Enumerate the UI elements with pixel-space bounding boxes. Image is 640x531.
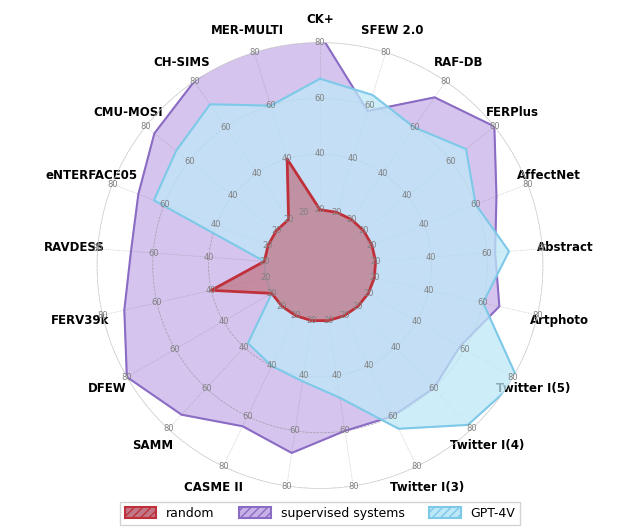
Text: 60: 60 [266,101,276,110]
Text: 40: 40 [282,155,292,164]
Text: 80: 80 [189,77,200,85]
Text: 60: 60 [152,298,163,307]
Text: 60: 60 [315,94,325,102]
Text: 20: 20 [259,257,269,266]
Text: 80: 80 [92,244,103,253]
Text: 80: 80 [412,462,422,471]
Text: 60: 60 [409,123,420,132]
Text: 60: 60 [170,345,180,354]
Text: 20: 20 [298,208,309,217]
Text: 80: 80 [107,179,118,189]
Text: 20: 20 [266,289,277,298]
Text: 20: 20 [271,226,282,235]
Text: 60: 60 [201,383,212,392]
Text: 40: 40 [206,286,216,295]
Text: 80: 80 [140,122,151,131]
Text: 40: 40 [211,220,221,229]
Text: 60: 60 [470,200,481,209]
Text: 40: 40 [298,371,308,380]
Text: 80: 80 [282,482,292,491]
Text: 80: 80 [489,122,500,131]
Text: 20: 20 [367,241,377,250]
Polygon shape [211,159,376,321]
Text: 20: 20 [371,257,381,266]
Text: 80: 80 [315,38,325,47]
Text: 60: 60 [481,249,492,258]
Text: 60: 60 [159,200,170,209]
Text: 60: 60 [445,157,456,166]
Text: 20: 20 [323,316,333,325]
Text: 20: 20 [358,226,369,235]
Text: 40: 40 [424,286,434,295]
Text: 20: 20 [263,241,273,250]
Text: 20: 20 [291,311,301,320]
Text: 60: 60 [290,426,300,435]
Text: 40: 40 [332,371,342,380]
Text: 60: 60 [387,412,398,421]
Text: 20: 20 [353,302,363,311]
Text: 80: 80 [249,48,260,57]
Text: 40: 40 [348,155,358,164]
Text: 40: 40 [239,342,250,352]
Text: 80: 80 [122,373,132,381]
Legend: random, supervised systems, GPT-4V: random, supervised systems, GPT-4V [120,502,520,525]
Text: 60: 60 [220,123,231,132]
Text: 40: 40 [426,253,436,262]
Text: 20: 20 [339,311,349,320]
Text: 40: 40 [378,169,388,178]
Text: 20: 20 [284,215,294,224]
Text: 60: 60 [460,345,470,354]
Text: 60: 60 [340,426,350,435]
Text: 80: 80 [348,482,358,491]
Text: 60: 60 [428,383,439,392]
Text: 40: 40 [390,342,401,352]
Text: 40: 40 [228,192,238,201]
Polygon shape [154,79,518,429]
Text: 20: 20 [331,208,342,217]
Text: 80: 80 [380,48,391,57]
Text: 80: 80 [532,311,543,320]
Text: 20: 20 [315,205,325,214]
Text: 80: 80 [522,179,533,189]
Text: 80: 80 [163,424,173,433]
Text: 40: 40 [204,253,214,262]
Text: 80: 80 [218,462,228,471]
Text: 40: 40 [412,317,422,326]
Text: 20: 20 [369,273,380,282]
Text: 80: 80 [440,77,451,85]
Text: 20: 20 [307,316,317,325]
Text: 60: 60 [477,298,488,307]
Text: 60: 60 [184,157,195,166]
Text: 60: 60 [242,412,253,421]
Text: 20: 20 [346,215,356,224]
Text: 80: 80 [537,244,548,253]
Text: 40: 40 [252,169,262,178]
Text: 40: 40 [218,317,228,326]
Polygon shape [124,34,499,453]
Text: 80: 80 [467,424,477,433]
Text: 40: 40 [419,220,429,229]
Text: 20: 20 [363,289,374,298]
Text: 40: 40 [402,192,412,201]
Text: 80: 80 [508,373,518,381]
Text: 20: 20 [277,302,287,311]
Text: 80: 80 [97,311,108,320]
Text: 20: 20 [260,273,271,282]
Text: 40: 40 [363,362,374,371]
Text: 40: 40 [266,362,277,371]
Text: 40: 40 [315,150,325,158]
Text: 60: 60 [148,249,159,258]
Text: 60: 60 [364,101,374,110]
